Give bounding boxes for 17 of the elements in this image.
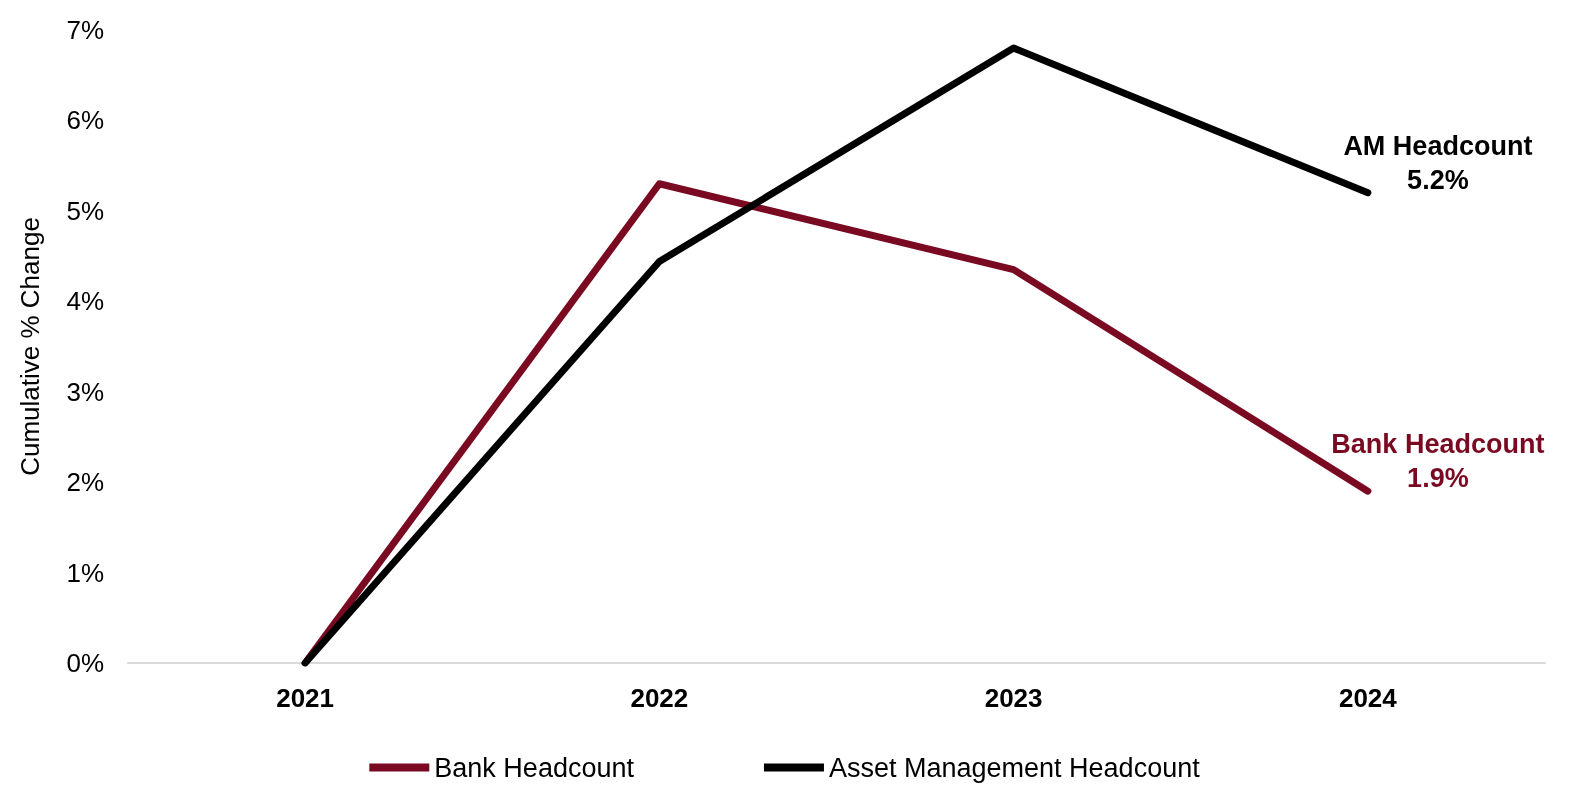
y-tick-label: 2% [66, 467, 104, 498]
y-tick-label: 5% [66, 195, 104, 226]
x-tick-label: 2023 [984, 683, 1043, 713]
x-tick-label: 2024 [1338, 683, 1398, 713]
y-axis-title: Cumulative % Change [15, 217, 45, 476]
legend-label: Asset Management Headcount [828, 752, 1201, 783]
x-tick-label: 2022 [630, 683, 689, 713]
x-tick-label: 2021 [276, 683, 335, 713]
y-tick-label: 6% [66, 105, 104, 136]
legend-label: Bank Headcount [434, 752, 635, 783]
annotation: Bank Headcount 1.9% [1331, 429, 1545, 494]
y-tick-label: 7% [66, 15, 104, 45]
y-tick-label: 4% [66, 286, 104, 317]
y-tick-label: 3% [66, 376, 104, 407]
y-tick-label: 0% [66, 648, 104, 678]
annotation: AM Headcount 5.2% [1343, 130, 1533, 195]
y-tick-label: 1% [66, 557, 104, 588]
